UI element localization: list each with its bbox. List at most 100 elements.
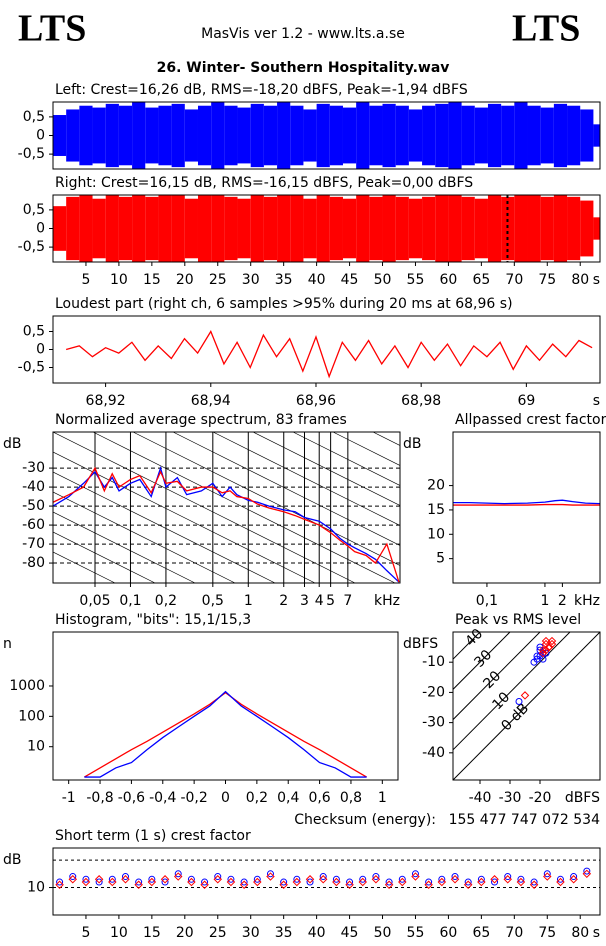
waveform-segment	[514, 195, 528, 262]
point	[81, 877, 91, 887]
x-tick-label: -0,4	[149, 790, 176, 806]
point	[411, 872, 420, 881]
diagonal-line	[453, 632, 571, 751]
waveform-segment	[250, 103, 264, 168]
y-tick-label: -0,5	[18, 239, 45, 255]
x-tick-label: 25	[209, 272, 227, 288]
waveform-segment	[342, 107, 357, 164]
plot-frame	[52, 631, 399, 781]
logo: LTS	[512, 8, 580, 50]
x-tick-label: -40	[469, 790, 492, 806]
point	[569, 875, 578, 884]
plot-frame	[52, 315, 601, 384]
y-tick-label: 20	[427, 478, 445, 494]
waveform-segment	[66, 109, 80, 162]
point	[533, 652, 541, 660]
waveform-segment	[145, 107, 159, 164]
x-tick-label: -1	[62, 790, 76, 806]
waveform-segment	[369, 105, 383, 166]
point	[556, 877, 565, 887]
slope-line	[53, 491, 236, 583]
waveform-segment	[66, 196, 80, 261]
y-tick-label: 10	[27, 880, 45, 896]
waveform-segment	[487, 195, 502, 262]
x-unit-label: kHz	[374, 593, 400, 609]
waveform-segment	[527, 105, 541, 166]
waveform-segment	[92, 107, 106, 164]
point	[556, 875, 564, 883]
point	[520, 691, 530, 700]
waveform-segment	[540, 196, 554, 261]
slope-line	[53, 451, 316, 583]
y-tick-label: 100	[18, 708, 45, 724]
waveform-segment	[316, 195, 330, 262]
point	[56, 878, 64, 886]
plot-frame	[52, 194, 601, 263]
y-tick-label: -60	[22, 517, 45, 533]
x-tick-label: 4	[315, 593, 324, 609]
waveform-segment	[211, 195, 225, 262]
series-line	[65, 330, 593, 379]
waveform-segment	[224, 196, 238, 261]
slope-line	[172, 432, 400, 546]
x-tick-label: 68,92	[86, 393, 126, 409]
point	[503, 875, 512, 884]
x-tick-label: 0,05	[79, 593, 110, 609]
point	[135, 878, 143, 886]
plot-frame	[452, 431, 601, 584]
y-tick-label: -20	[422, 684, 445, 700]
point	[359, 875, 367, 883]
diagonal-line	[453, 632, 511, 690]
point	[463, 880, 473, 890]
waveform-segment	[79, 195, 93, 262]
file-name: 26. Winter- Southern Hospitality.wav	[157, 60, 450, 76]
waveform-segment	[277, 195, 291, 262]
waveform-segment	[132, 102, 146, 169]
y-tick-label: 1000	[9, 678, 45, 694]
point	[187, 875, 195, 883]
point	[200, 880, 209, 890]
x-tick-label: -30	[499, 790, 522, 806]
x-tick-label: 20	[176, 925, 194, 941]
x-tick-label: 35	[275, 272, 293, 288]
checksum-value: 155 477 747 072 534	[449, 812, 601, 828]
y-tick-label: -70	[22, 536, 45, 552]
point	[134, 880, 143, 890]
x-tick-label: 1	[244, 593, 253, 609]
point	[69, 873, 77, 881]
x-tick-label: 0,1	[476, 593, 498, 609]
x-tick-label: 5	[81, 272, 90, 288]
point	[213, 875, 223, 884]
point	[424, 880, 433, 890]
panel-title: Left: Crest=16,26 dB, RMS=-18,20 dBFS, P…	[55, 82, 468, 98]
x-tick-label: 75	[538, 925, 556, 941]
x-tick-label: 0,2	[246, 790, 268, 806]
point	[148, 875, 156, 883]
waveform-segment	[580, 109, 594, 162]
point	[384, 880, 394, 890]
slope-line	[212, 432, 400, 526]
x-tick-label: 10	[110, 925, 128, 941]
waveform-segment	[593, 124, 600, 147]
panel-title: Loudest part (right ch, 6 samples >95% d…	[55, 296, 513, 312]
waveform-segment	[105, 103, 119, 168]
x-tick-label: 1	[540, 593, 549, 609]
y-tick-label: -0,5	[18, 146, 45, 162]
y-tick-label: 0,5	[23, 109, 45, 125]
y-tick-label: -0,5	[18, 360, 45, 376]
x-tick-label: 7	[343, 593, 352, 609]
slope-line	[292, 432, 400, 486]
waveform-segment	[329, 196, 343, 261]
waveform-segment	[553, 103, 568, 168]
point	[121, 873, 129, 881]
x-tick-label: 40	[308, 272, 326, 288]
waveform-segment	[540, 107, 554, 164]
point	[543, 870, 551, 878]
panel-title: Right: Crest=16,15 dB, RMS=-16,15 dBFS, …	[55, 175, 473, 191]
waveform-segment	[553, 195, 568, 262]
waveform-segment	[118, 196, 133, 261]
y-tick-label: 5	[436, 551, 445, 567]
waveform-segment	[461, 105, 475, 166]
y-tick-label: 0	[36, 128, 45, 144]
diagonal-line	[453, 632, 481, 660]
